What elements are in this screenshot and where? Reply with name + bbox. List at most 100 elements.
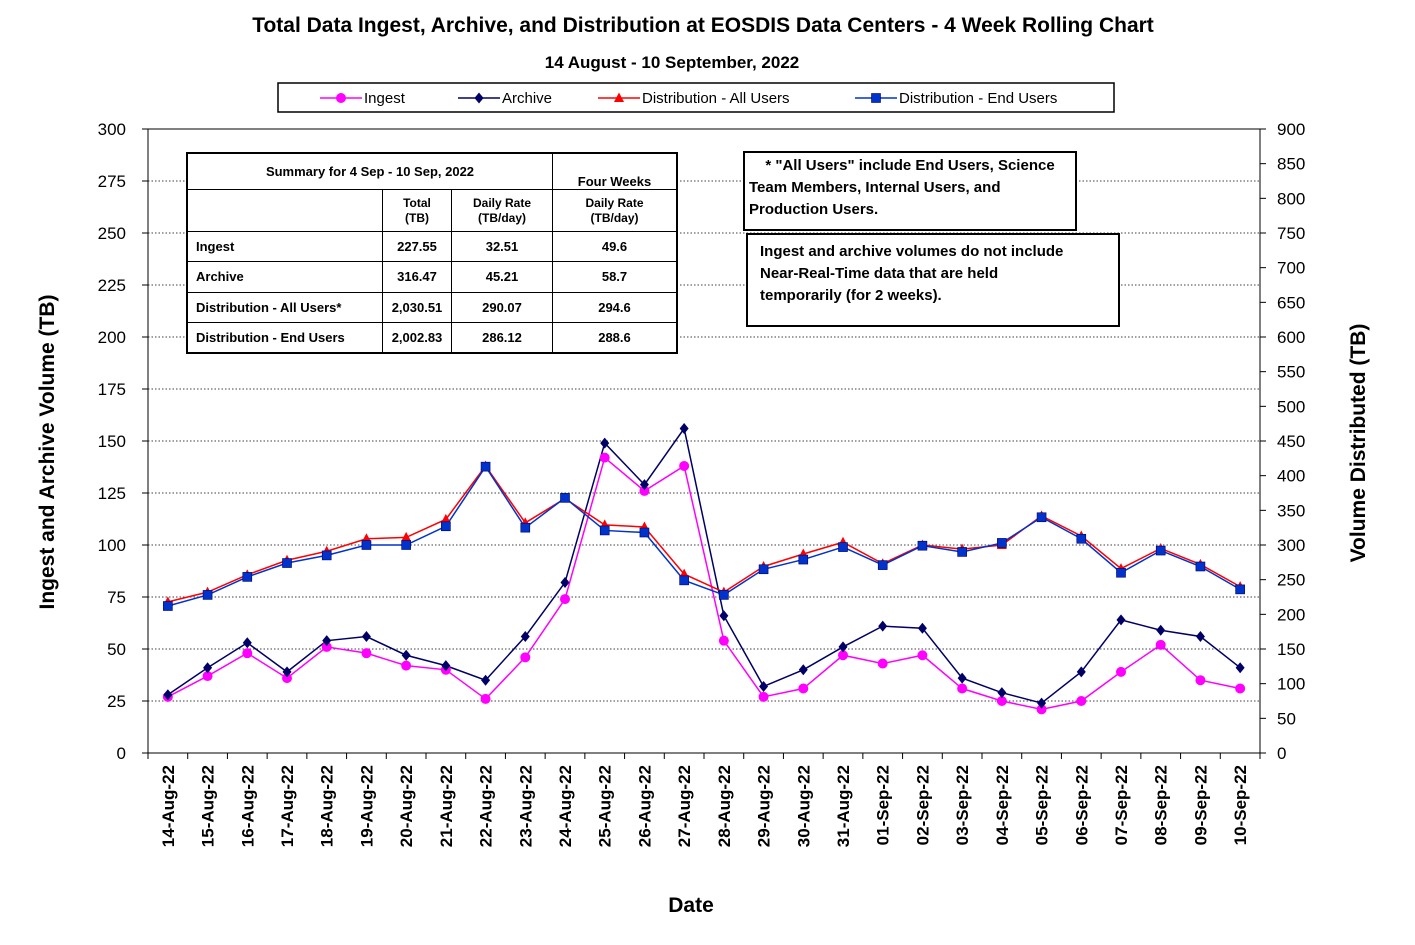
summary-row-label: Ingest: [187, 230, 383, 263]
summary-col-daily-label: Daily Rate: [472, 195, 532, 210]
note-line: Near-Real-Time data that are held: [760, 265, 999, 282]
point-distribution-end-users: [1155, 545, 1166, 556]
point-archive: [203, 662, 213, 674]
y-tick-label: 75: [107, 588, 126, 607]
point-distribution-end-users: [599, 525, 610, 536]
summary-four-weeks: Four Weeks: [552, 153, 677, 190]
x-tick-label: 10-Sep-22: [1231, 765, 1250, 845]
note-line: temporarily (for 2 weeks).: [760, 287, 942, 304]
y-tick-label: 125: [98, 484, 126, 503]
point-archive: [361, 631, 371, 643]
summary-row-ingest: Ingest 227.55 32.51 49.6: [187, 230, 677, 263]
point-archive: [322, 635, 332, 647]
chart-subtitle: 14 August - 10 September, 2022: [545, 53, 799, 72]
point-distribution-end-users: [202, 590, 213, 600]
point-archive: [1116, 614, 1126, 626]
point-distribution-end-users: [441, 521, 451, 532]
x-tick-label: 31-Aug-22: [834, 765, 853, 847]
legend-marker-distribution-all-users: [614, 92, 624, 102]
point-ingest: [1076, 696, 1087, 706]
point-distribution-end-users: [1076, 533, 1087, 544]
y-tick-label: 300: [98, 120, 126, 139]
y2-tick-label: 300: [1277, 536, 1305, 555]
summary-col-4w: Daily Rate (TB/day): [552, 189, 677, 232]
point-archive: [282, 666, 292, 678]
x-tick-label: 27-Aug-22: [675, 765, 694, 847]
point-ingest: [957, 683, 968, 694]
legend-marker-archive: [474, 92, 484, 104]
y2-axis-title: Volume Distributed (TB): [1347, 324, 1370, 563]
point-archive: [401, 649, 411, 661]
point-distribution-end-users: [1235, 584, 1245, 595]
y2-tick-label: 750: [1277, 224, 1305, 243]
point-distribution-end-users: [957, 547, 967, 557]
point-archive: [1037, 697, 1047, 709]
y-tick-label: 50: [107, 640, 126, 659]
x-tick-label: 14-Aug-22: [159, 765, 178, 847]
point-distribution-end-users: [282, 558, 292, 568]
summary-row-daily: 45.21: [451, 261, 553, 293]
point-archive: [520, 631, 530, 643]
summary-row-total: 2,002.83: [382, 321, 452, 354]
y-tick-label: 200: [98, 328, 126, 347]
point-archive: [878, 620, 888, 632]
y2-tick-label: 600: [1277, 328, 1305, 347]
point-distribution-end-users: [838, 542, 848, 552]
summary-blank-header: [187, 189, 383, 232]
y2-tick-label: 650: [1277, 293, 1305, 312]
point-archive: [163, 689, 173, 701]
x-tick-label: 16-Aug-22: [238, 765, 257, 847]
y2-tick-label: 50: [1277, 709, 1296, 728]
point-archive: [759, 680, 769, 692]
y-tick-label: 225: [98, 276, 126, 295]
point-ingest: [599, 452, 610, 463]
y-axis-title: Ingest and Archive Volume (TB): [36, 294, 59, 609]
y2-tick-label: 350: [1277, 501, 1305, 520]
chart-title: Total Data Ingest, Archive, and Distribu…: [252, 14, 1154, 37]
y-tick-label: 100: [98, 536, 126, 555]
point-archive: [481, 674, 491, 686]
x-tick-label: 19-Aug-22: [357, 765, 376, 847]
point-distribution-end-users: [242, 572, 253, 582]
x-tick-label: 22-Aug-22: [477, 765, 496, 847]
point-distribution-end-users: [719, 590, 729, 600]
legend: Ingest Archive Distribution - All Users Dis…: [277, 82, 1115, 113]
summary-row-label: Distribution - End Users: [187, 321, 383, 354]
x-tick-label: 03-Sep-22: [953, 765, 972, 845]
summary-title: Summary for 4 Sep - 10 Sep, 2022: [187, 153, 553, 190]
x-tick-label: 15-Aug-22: [199, 765, 218, 847]
summary-row-label: Distribution - All Users*: [187, 291, 383, 323]
point-distribution-end-users: [520, 522, 531, 533]
y2-tick-label: 200: [1277, 605, 1305, 624]
summary-col-4w-label: Daily Rate: [585, 195, 644, 210]
summary-row-fourweek: 49.6: [552, 230, 677, 263]
series-line-ingest: [167, 456, 1241, 711]
x-tick-label: 30-Aug-22: [794, 765, 813, 847]
note-line: Ingest and archive volumes do not includ…: [760, 243, 1064, 260]
summary-row-archive: Archive 316.47 45.21 58.7: [187, 261, 677, 293]
y2-tick-label: 500: [1277, 397, 1305, 416]
summary-row-fourweek: 58.7: [552, 261, 677, 293]
summary-col-daily-unit: (TB/day): [478, 210, 526, 225]
point-distribution-all-users: [440, 513, 451, 524]
summary-row-total: 227.55: [382, 230, 452, 263]
summary-col-total-label: Total: [403, 195, 431, 210]
series-line-distribution-end-users: [167, 465, 1241, 607]
x-tick-label: 20-Aug-22: [397, 765, 416, 847]
note-nrt: Ingest and archive volumes do not includ…: [746, 233, 1120, 327]
y2-tick-label: 100: [1277, 675, 1305, 694]
point-ingest: [1235, 683, 1246, 694]
legend-box: [277, 82, 1115, 113]
point-distribution-end-users: [917, 540, 928, 551]
point-ingest: [520, 652, 531, 663]
summary-row-daily: 286.12: [451, 321, 553, 354]
point-distribution-end-users: [480, 461, 491, 472]
summary-row-fourweek: 288.6: [552, 321, 677, 354]
point-distribution-end-users: [997, 538, 1007, 548]
summary-row-dist-all: Distribution - All Users* 2,030.51 290.0…: [187, 291, 677, 323]
x-tick-label: 01-Sep-22: [874, 765, 893, 845]
series-line-archive: [167, 426, 1241, 704]
summary-row-total: 316.47: [382, 261, 452, 293]
series-line-distribution-all-users: [167, 464, 1241, 603]
x-tick-label: 07-Sep-22: [1112, 765, 1131, 845]
